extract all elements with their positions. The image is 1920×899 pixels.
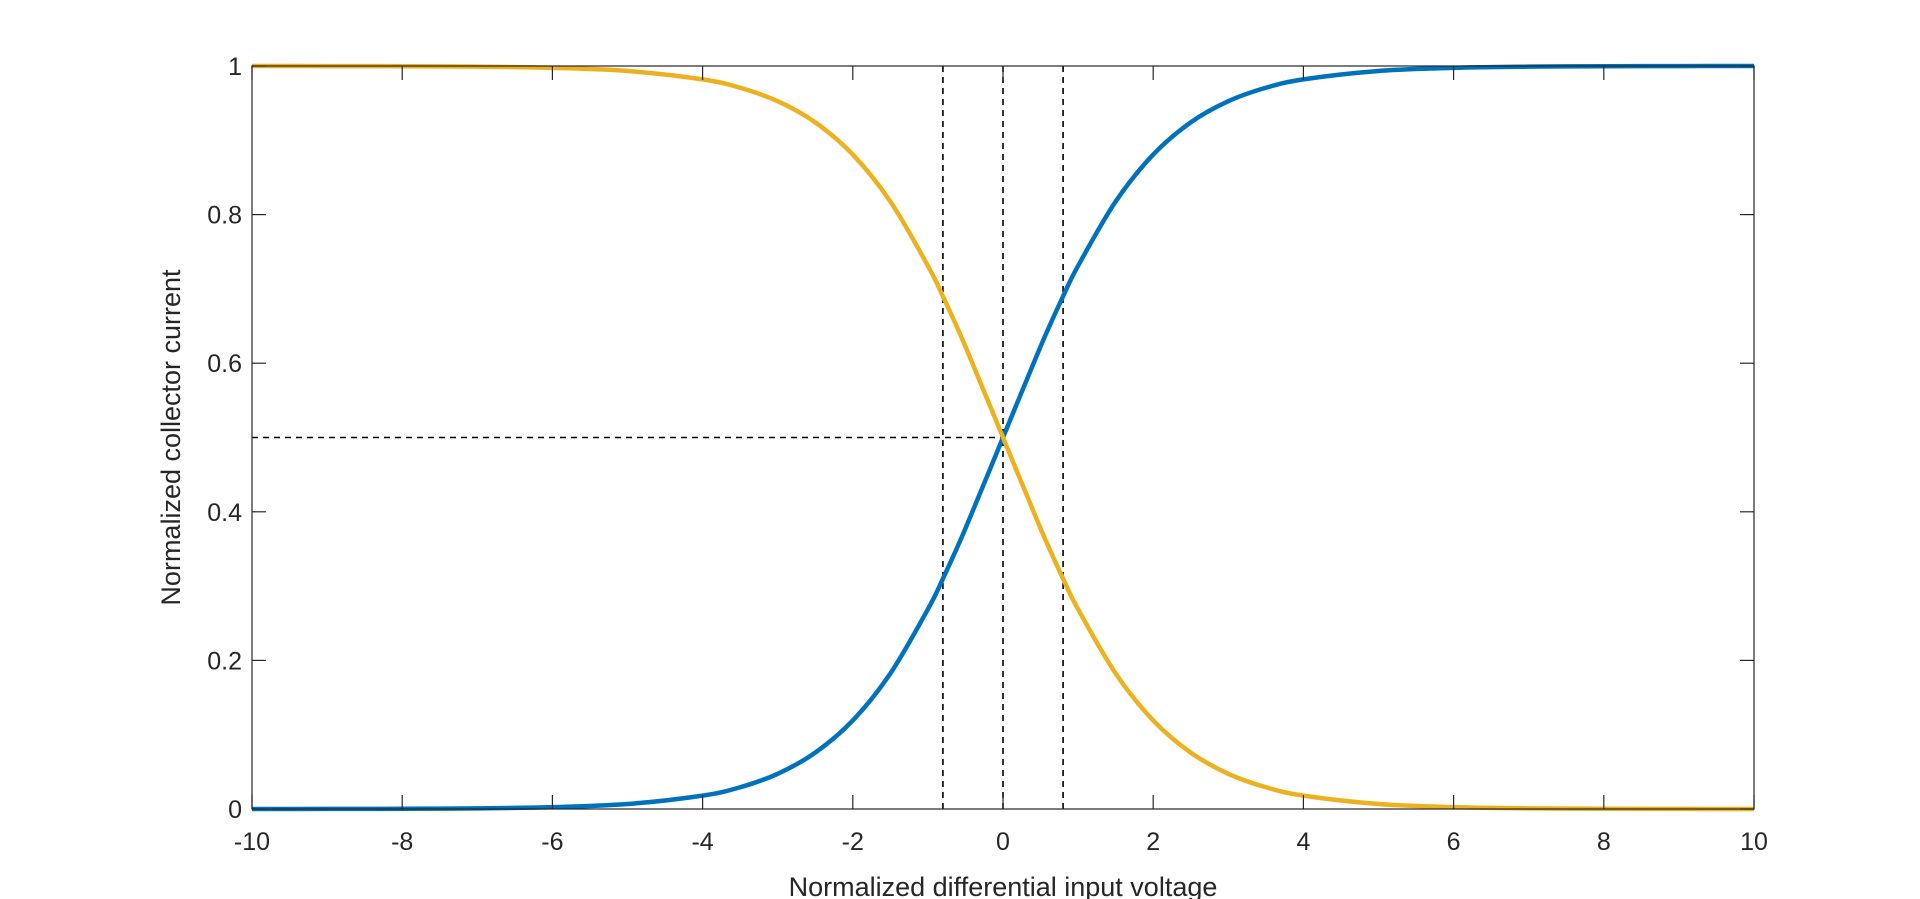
y-tick-label-4: 0.8	[207, 202, 242, 230]
reference-lines	[252, 66, 1064, 809]
series-layer	[251, 63, 1755, 812]
x-tick-label-7: 4	[1296, 828, 1310, 856]
x-tick-label-6: 2	[1146, 828, 1160, 856]
ticks-layer: -10 -8 -6 -4 -2 0 2 4 6 8 10 0 0.2 0.4 0.6 0.8 1	[207, 53, 1768, 856]
x-axis-label: Normalized differential input voltage	[789, 872, 1218, 899]
x-tick-label-10: 10	[1740, 828, 1768, 856]
x-tick-label-1: -8	[391, 828, 413, 856]
series-line-2	[251, 63, 1755, 812]
y-tick-label-5: 1	[228, 53, 242, 81]
y-axis-label: Normalized collector current	[156, 269, 186, 606]
y-tick-label-2: 0.4	[207, 499, 242, 527]
x-tick-label-3: -4	[691, 828, 713, 856]
y-tick-label-0: 0	[228, 796, 242, 824]
x-tick-label-8: 6	[1447, 828, 1461, 856]
x-tick-label-9: 8	[1597, 828, 1611, 856]
y-tick-label-1: 0.2	[207, 647, 242, 675]
x-tick-label-4: -2	[842, 828, 864, 856]
x-tick-label-2: -6	[541, 828, 563, 856]
x-tick-label-0: -10	[234, 828, 270, 856]
y-tick-label-3: 0.6	[207, 350, 242, 378]
x-tick-label-5: 0	[996, 828, 1010, 856]
